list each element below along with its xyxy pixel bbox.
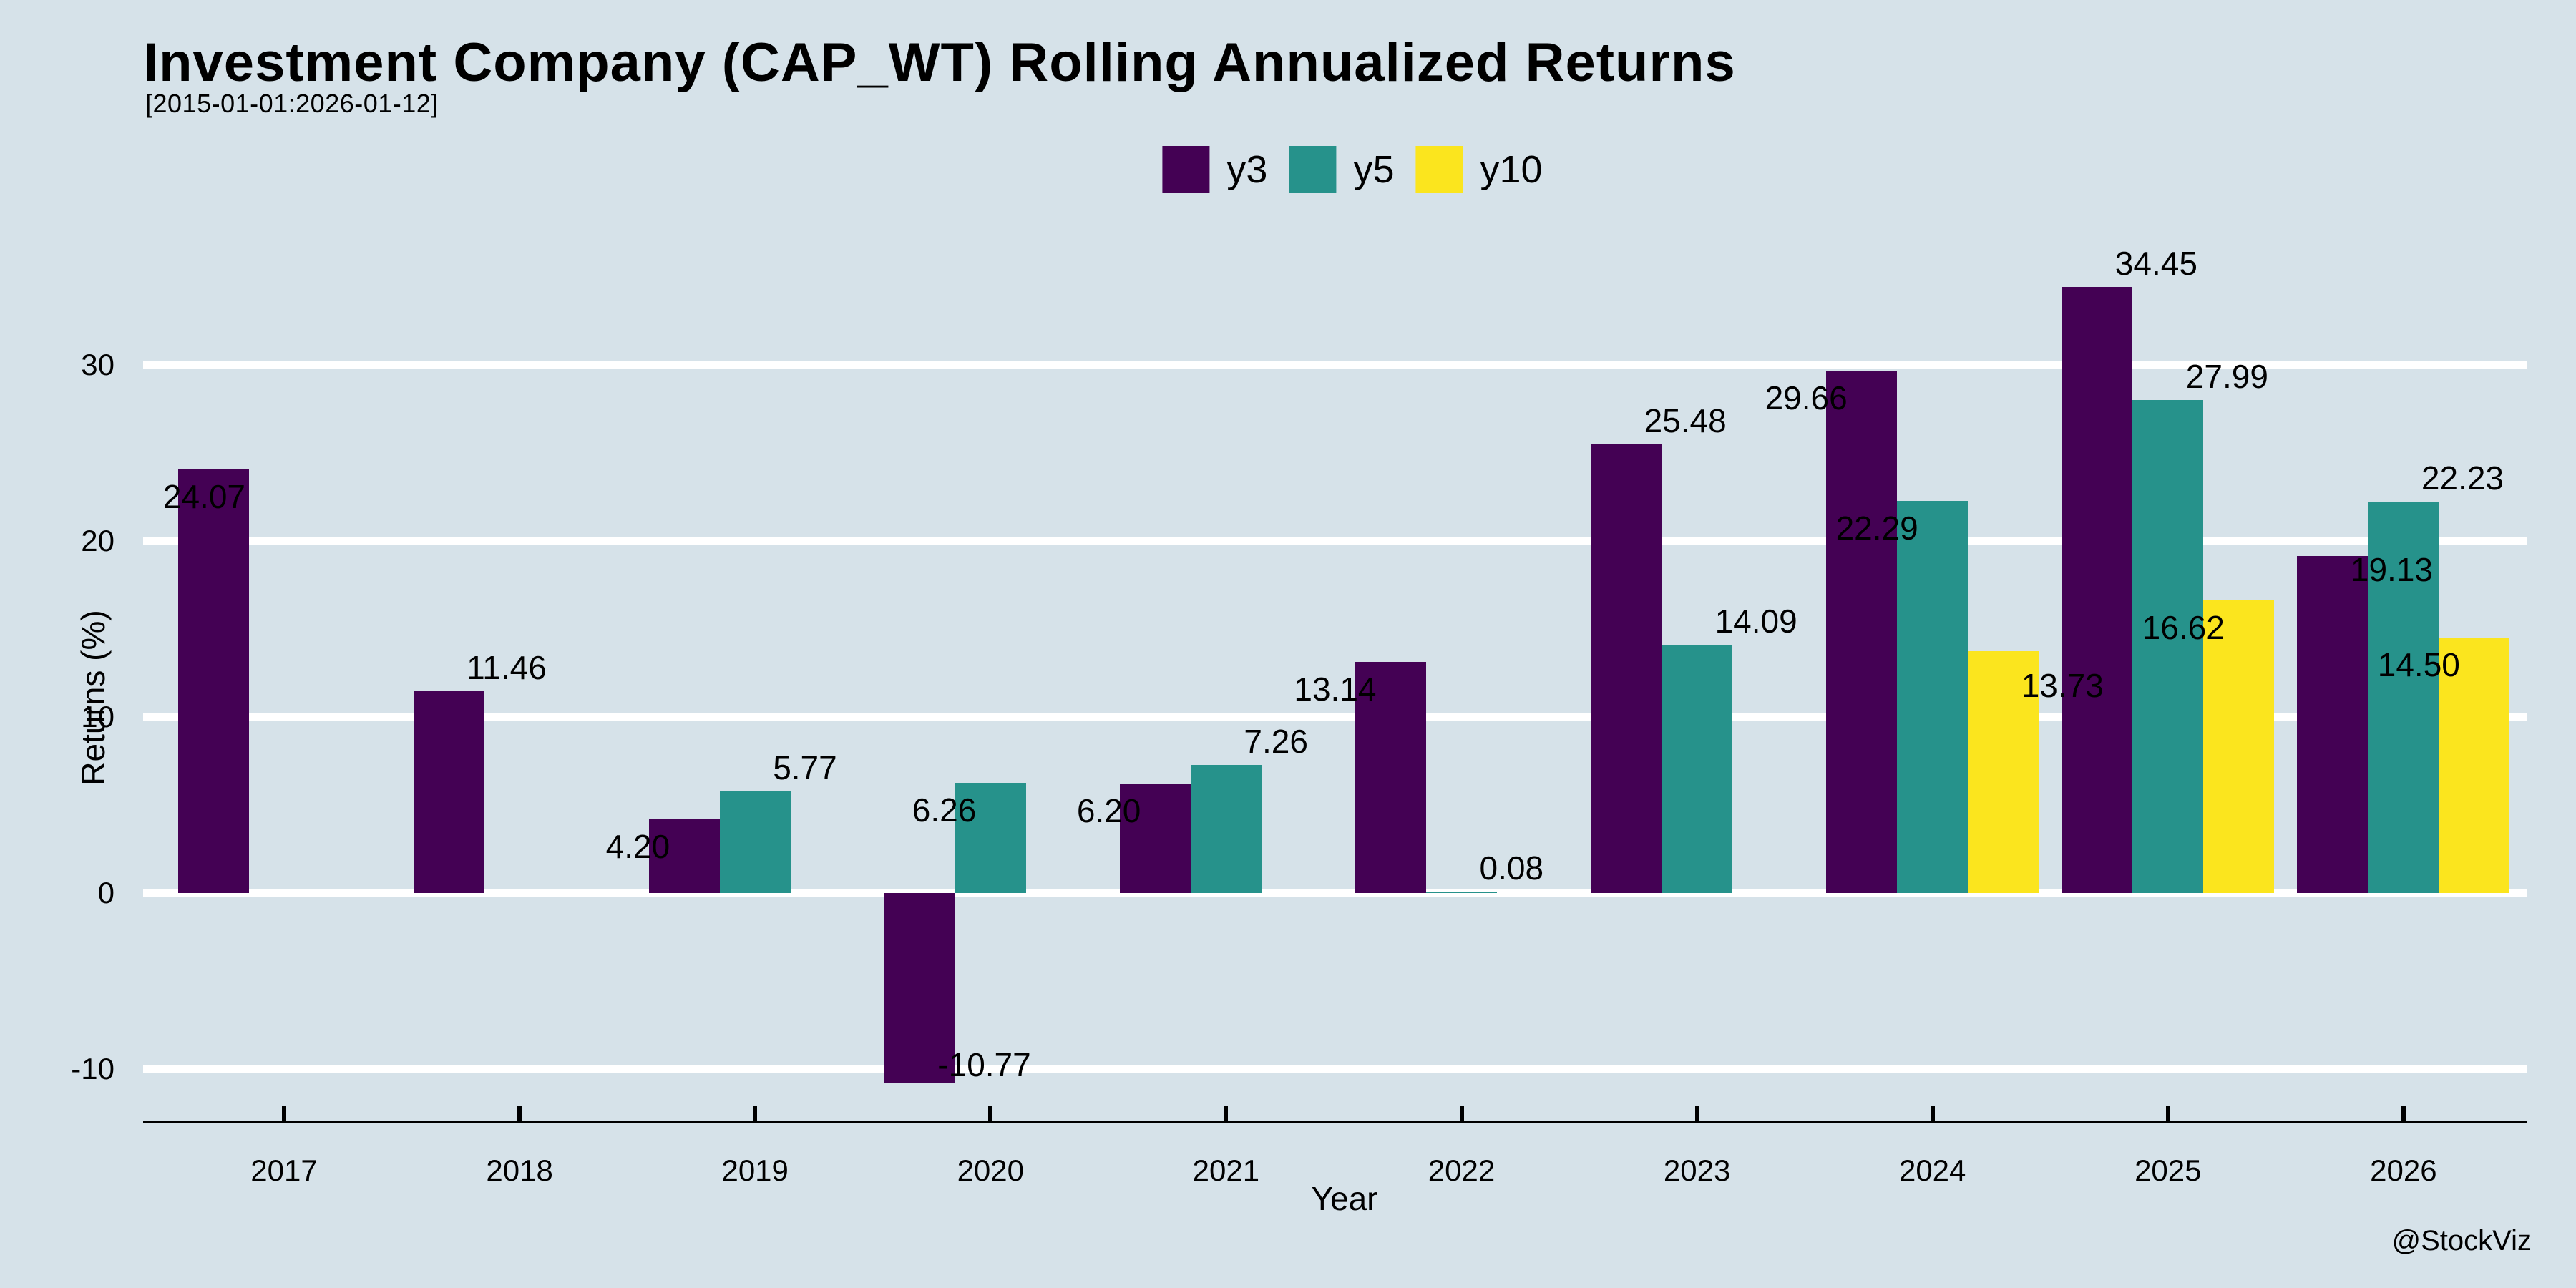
legend-label-y5: y5 [1353,148,1395,191]
bar-y3-2025 [2062,286,2133,893]
x-tick [2165,1106,2170,1121]
watermark: @StockViz [2391,1225,2532,1257]
bar-y5-2023 [1662,645,1733,893]
gridline [143,1065,2527,1073]
x-tick-label-2024: 2024 [1898,1153,1966,1187]
bar-label-y5-2020: 6.26 [912,791,977,829]
y-tick-label: -10 [71,1052,114,1085]
bar-y10-2025 [2203,600,2275,893]
gridline [143,889,2527,897]
gridline [143,361,2527,369]
bar-y3-2024 [1826,371,1898,893]
bar-label-y5-2026: 22.23 [2421,459,2504,497]
bar-y10-2026 [2439,638,2510,893]
x-tick-label-2026: 2026 [2370,1153,2437,1187]
x-tick-label-2018: 2018 [486,1153,553,1187]
bar-label-y3-2024: 29.66 [1765,379,1848,417]
bar-y3-2023 [1591,444,1662,893]
x-tick [1459,1106,1464,1121]
x-tick-label-2021: 2021 [1192,1153,1260,1187]
x-tick [2401,1106,2406,1121]
y-tick-label: 10 [81,700,114,733]
x-tick-label-2020: 2020 [957,1153,1025,1187]
bar-y3-2021 [1119,784,1191,893]
bar-y3-2019 [648,819,720,893]
bar-y5-2025 [2132,400,2204,893]
bar-y3-2026 [2297,556,2368,893]
bar-y10-2024 [1968,651,2039,893]
bar-y5-2026 [2368,502,2439,893]
legend-swatch-y5 [1289,146,1337,193]
legend: y3 y5 y10 [1162,146,1543,193]
x-tick-label-2023: 2023 [1663,1153,1731,1187]
x-tick [282,1106,286,1121]
bar-label-y10-2025: 16.62 [2142,609,2225,647]
x-tick [517,1106,522,1121]
x-tick-label-2022: 2022 [1428,1153,1496,1187]
bar-y5-2019 [719,791,791,893]
bar-label-y3-2026: 19.13 [2350,551,2434,589]
bar-y3-2018 [413,691,484,893]
legend-item-y3: y3 [1162,146,1267,193]
bar-y3-2022 [1355,661,1426,893]
x-tick-label-2019: 2019 [721,1153,789,1187]
bar-label-y3-2023: 25.48 [1644,402,1727,440]
bar-y5-2024 [1897,500,1968,893]
bar-label-y3-2021: 6.20 [1076,792,1141,830]
gridline [143,713,2527,721]
bar-label-y10-2024: 13.73 [2021,667,2104,705]
x-tick [1930,1106,1935,1121]
x-axis-line [143,1121,2527,1123]
chart-title: Investment Company (CAP_WT) Rolling Annu… [143,32,1736,93]
legend-item-y10: y10 [1415,146,1543,193]
bar-label-y5-2023: 14.09 [1714,602,1797,640]
bar-y3-2020 [884,893,955,1083]
bar-label-y3-2025: 34.45 [2114,244,2197,282]
bar-y3-2017 [177,469,249,893]
legend-swatch-y10 [1415,146,1463,193]
chart-subtitle: [2015-01-01:2026-01-12] [145,89,439,118]
bar-label-y5-2019: 5.77 [773,749,837,787]
bar-y5-2020 [955,783,1026,893]
legend-item-y5: y5 [1289,146,1395,193]
bar-y5-2021 [1190,765,1262,893]
x-tick [1224,1106,1229,1121]
x-axis-title: Year [1311,1180,1378,1217]
x-tick-label-2017: 2017 [250,1153,318,1187]
bar-label-y10-2026: 14.50 [2377,646,2460,684]
bar-label-y3-2017: 24.07 [162,477,245,515]
y-tick-label: 20 [81,524,114,557]
bar-label-y5-2025: 27.99 [2185,358,2268,396]
x-tick [988,1106,993,1121]
y-tick-label: 0 [97,876,114,909]
legend-label-y10: y10 [1480,148,1543,191]
bar-label-y3-2020: -10.77 [937,1045,1031,1083]
bar-label-y3-2018: 11.46 [467,649,547,687]
bar-label-y5-2022: 0.08 [1479,849,1544,887]
y-tick-label: 30 [81,348,114,381]
bar-y5-2022 [1426,892,1497,893]
bar-label-y3-2022: 13.14 [1294,670,1377,708]
x-tick-label-2025: 2025 [2135,1153,2202,1187]
x-tick [1694,1106,1699,1121]
bar-label-y3-2019: 4.20 [605,827,670,865]
legend-label-y3: y3 [1226,148,1268,191]
legend-swatch-y3 [1162,146,1210,193]
bar-label-y5-2021: 7.26 [1244,723,1308,761]
bar-label-y5-2024: 22.29 [1835,509,1918,547]
gridline [143,537,2527,545]
x-tick [753,1106,758,1121]
